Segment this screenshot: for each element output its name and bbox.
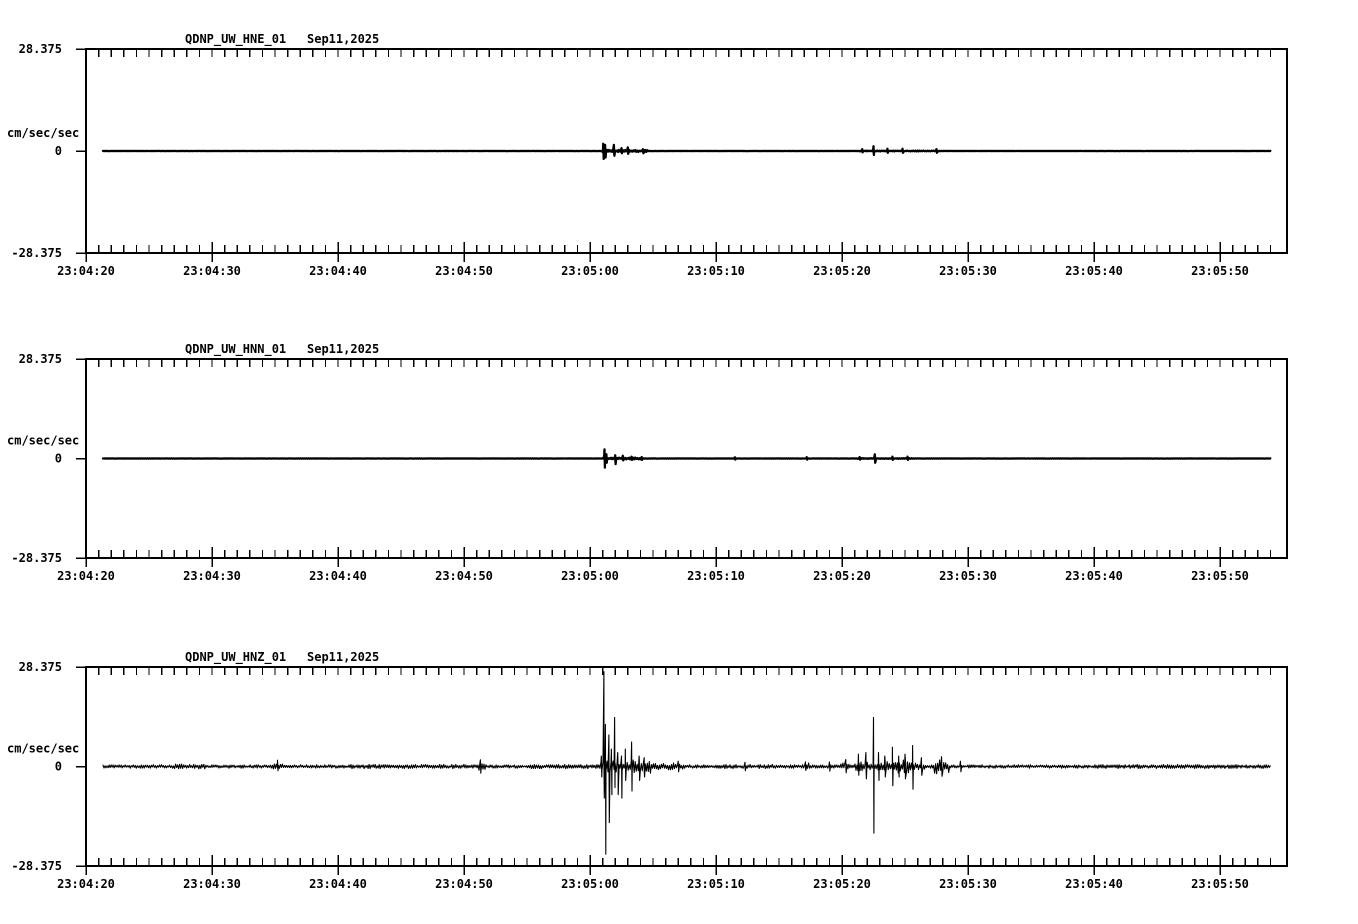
y-tick-label: 28.375 [19, 352, 62, 366]
bottom-minor-ticks [97, 858, 1272, 865]
x-tick-label: 23:05:50 [1191, 264, 1249, 278]
y-axis-unit-label: cm/sec/sec [7, 434, 79, 448]
y-tick-label: 0 [55, 144, 62, 158]
y-tick-label: -28.375 [11, 551, 62, 565]
x-tick-label: 23:05:20 [813, 569, 871, 583]
x-tick-label: 23:04:20 [57, 264, 115, 278]
x-tick-label: 23:04:40 [309, 877, 367, 891]
x-tick-label: 23:04:50 [435, 264, 493, 278]
y-tick-label: 28.375 [19, 660, 62, 674]
y-tick-label: 28.375 [19, 42, 62, 56]
x-tick-label: 23:04:20 [57, 877, 115, 891]
x-tick-label: 23:05:30 [939, 877, 997, 891]
panel-title: QDNP_UW_HNZ_01 [185, 650, 286, 665]
left-axis: 28.375 0 -28.375 cm/sec/sec [7, 42, 86, 260]
x-tick-label: 23:05:20 [813, 264, 871, 278]
x-tick-label: 23:05:30 [939, 569, 997, 583]
panel-title: QDNP_UW_HNE_01 [185, 32, 286, 47]
x-tick-label: 23:05:10 [687, 877, 745, 891]
bottom-major-ticks: 23:04:20 23:04:30 23:04:40 23:04:50 23:05:00… [57, 855, 1249, 891]
left-axis: 28.375 0 -28.375 cm/sec/sec [7, 352, 86, 565]
top-minor-ticks [97, 668, 1272, 675]
waveform-trace-HNN [101, 448, 1272, 469]
panel-date: Sep11,2025 [307, 32, 379, 46]
y-axis-unit-label: cm/sec/sec [7, 742, 79, 756]
bottom-minor-ticks [97, 550, 1272, 557]
x-tick-label: 23:04:50 [435, 877, 493, 891]
waveform-trace-HNZ [102, 671, 1271, 855]
x-tick-label: 23:05:40 [1065, 569, 1123, 583]
x-tick-label: 23:05:10 [687, 264, 745, 278]
x-tick-label: 23:05:50 [1191, 877, 1249, 891]
left-axis: 28.375 0 -28.375 cm/sec/sec [7, 660, 86, 873]
x-tick-label: 23:04:40 [309, 569, 367, 583]
bottom-major-ticks: 23:04:20 23:04:30 23:04:40 23:04:50 23:05:00… [57, 242, 1249, 278]
y-tick-label: 0 [55, 452, 62, 466]
panel-HNZ: QDNP_UW_HNZ_01 Sep11,2025 23:04:20 23:04:30… [7, 650, 1288, 891]
bottom-major-ticks: 23:04:20 23:04:30 23:04:40 23:04:50 23:05:00… [57, 547, 1249, 583]
panel-HNN: QDNP_UW_HNN_01 Sep11,2025 23:04:20 23:04:30… [7, 342, 1288, 583]
x-tick-label: 23:04:30 [183, 264, 241, 278]
y-tick-label: -28.375 [11, 859, 62, 873]
x-tick-label: 23:05:40 [1065, 877, 1123, 891]
top-minor-ticks [97, 360, 1272, 367]
x-tick-label: 23:05:10 [687, 569, 745, 583]
x-tick-label: 23:04:50 [435, 569, 493, 583]
top-minor-ticks [97, 50, 1272, 57]
x-tick-label: 23:05:00 [561, 569, 619, 583]
y-tick-label: -28.375 [11, 246, 62, 260]
x-tick-label: 23:05:00 [561, 264, 619, 278]
x-tick-label: 23:05:40 [1065, 264, 1123, 278]
x-tick-label: 23:05:30 [939, 264, 997, 278]
bottom-minor-ticks [97, 245, 1272, 252]
panel-HNE: QDNP_UW_HNE_01 Sep11,2025 23:04:20 23:04:30… [7, 32, 1288, 278]
x-tick-label: 23:04:30 [183, 877, 241, 891]
panel-date: Sep11,2025 [307, 650, 379, 664]
x-tick-label: 23:05:50 [1191, 569, 1249, 583]
panel-date: Sep11,2025 [307, 342, 379, 356]
waveform-trace-HNE [101, 142, 1272, 161]
x-tick-label: 23:04:30 [183, 569, 241, 583]
panel-title: QDNP_UW_HNN_01 [185, 342, 286, 357]
x-tick-label: 23:04:20 [57, 569, 115, 583]
x-tick-label: 23:04:40 [309, 264, 367, 278]
y-axis-unit-label: cm/sec/sec [7, 126, 79, 140]
y-tick-label: 0 [55, 760, 62, 774]
x-tick-label: 23:05:20 [813, 877, 871, 891]
x-tick-label: 23:05:00 [561, 877, 619, 891]
